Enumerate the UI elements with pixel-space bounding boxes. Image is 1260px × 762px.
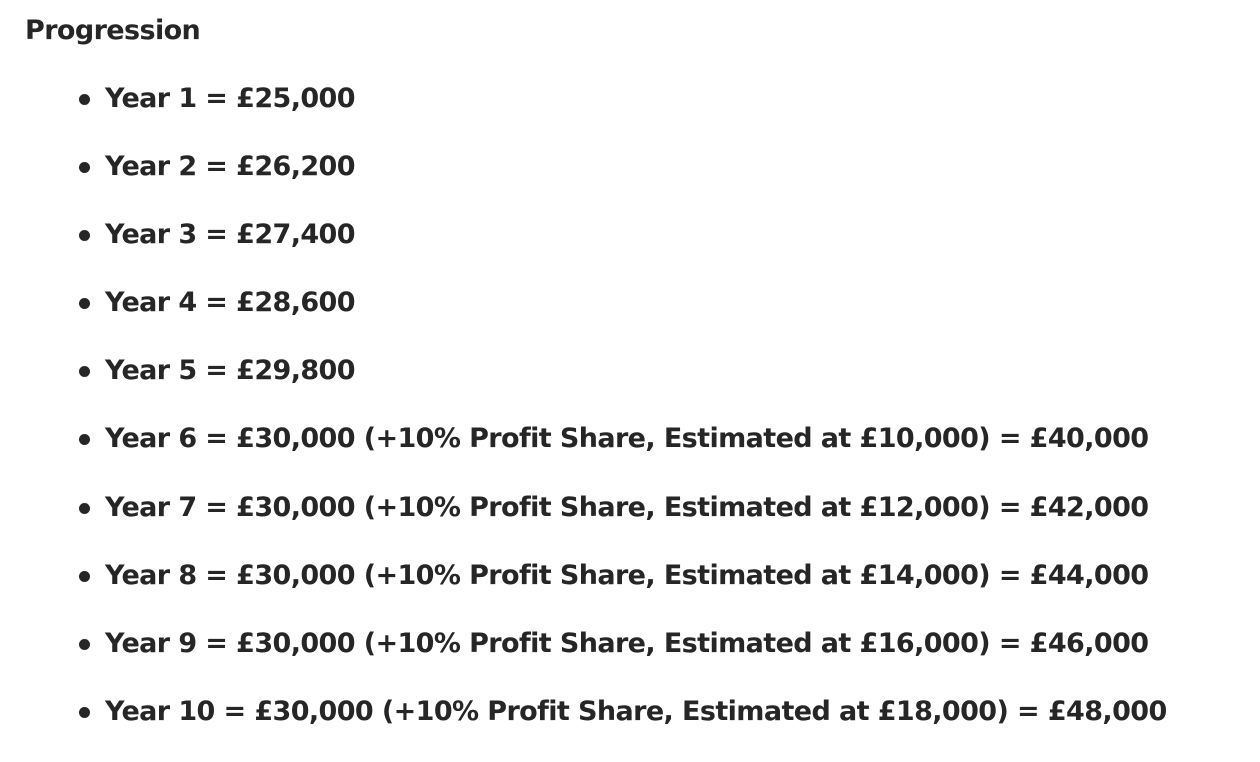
section-heading: Progression: [25, 15, 201, 46]
list-item-text: Year 1 = £25,000: [105, 83, 356, 114]
bullet-icon: [79, 162, 90, 174]
list-item-text: Year 8 = £30,000 (+10% Profit Share, Est…: [105, 559, 1149, 591]
bullet-icon: [79, 298, 90, 310]
list-item-text: Year 4 = £28,600: [105, 287, 356, 319]
bullet-icon: [79, 94, 90, 105]
list-item-text: Year 9 = £30,000 (+10% Profit Share, Est…: [105, 627, 1149, 659]
list-item-text: Year 5 = £29,800: [105, 355, 356, 387]
bullet-icon: [79, 638, 90, 650]
list-item-text: Year 3 = £27,400: [105, 219, 356, 251]
bullet-icon: [79, 706, 90, 718]
list-item-text: Year 6 = £30,000 (+10% Profit Share, Est…: [105, 423, 1149, 455]
bullet-icon: [79, 230, 90, 242]
bullet-icon: [79, 570, 90, 582]
bullet-icon: [79, 366, 90, 378]
list-item-text: Year 7 = £30,000 (+10% Profit Share, Est…: [105, 491, 1149, 523]
list-item-text: Year 2 = £26,200: [105, 151, 356, 183]
bullet-icon: [79, 434, 90, 446]
list-item-text: Year 10 = £30,000 (+10% Profit Share, Es…: [105, 695, 1167, 727]
bullet-icon: [79, 502, 90, 514]
